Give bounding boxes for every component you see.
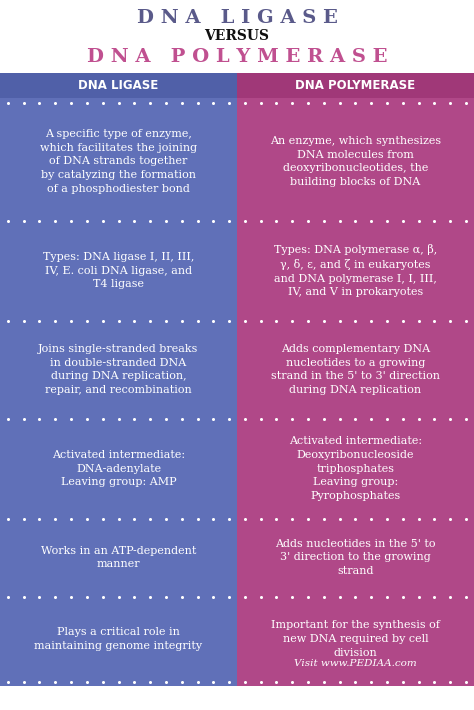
Text: Types: DNA ligase I, II, III,
IV, E. coli DNA ligase, and
T4 ligase: Types: DNA ligase I, II, III, IV, E. col… bbox=[43, 252, 194, 289]
Bar bbox=[0, 73, 237, 98]
Bar bbox=[237, 601, 474, 677]
Text: D N A   P O L Y M E R A S E: D N A P O L Y M E R A S E bbox=[87, 48, 387, 66]
Text: Joins single-stranded breaks
in double-stranded DNA
during DNA replication,
repa: Joins single-stranded breaks in double-s… bbox=[38, 344, 199, 395]
Text: Adds nucleotides in the 5' to
3' direction to the growing
strand: Adds nucleotides in the 5' to 3' directi… bbox=[275, 539, 436, 576]
Bar bbox=[237, 73, 474, 98]
Bar bbox=[0, 523, 237, 592]
Text: Visit www.PEDIAA.com: Visit www.PEDIAA.com bbox=[294, 658, 417, 667]
Bar bbox=[237, 316, 474, 325]
Text: Plays a critical role in
maintaining genome integrity: Plays a critical role in maintaining gen… bbox=[35, 627, 202, 651]
Bar bbox=[237, 98, 474, 107]
Bar bbox=[0, 325, 237, 414]
Bar bbox=[237, 225, 474, 316]
Text: DNA LIGASE: DNA LIGASE bbox=[78, 79, 159, 92]
Text: DNA POLYMERASE: DNA POLYMERASE bbox=[295, 79, 416, 92]
Bar bbox=[0, 423, 237, 514]
Bar bbox=[237, 414, 474, 423]
Text: Types: DNA polymerase α, β,
γ, δ, ε, and ζ in eukaryotes
and DNA polymerase I, I: Types: DNA polymerase α, β, γ, δ, ε, and… bbox=[274, 244, 437, 297]
Bar bbox=[0, 677, 237, 686]
Bar bbox=[237, 325, 474, 414]
Bar bbox=[237, 107, 474, 216]
Bar bbox=[0, 601, 237, 677]
Bar bbox=[0, 414, 237, 423]
Bar bbox=[0, 592, 237, 601]
Text: An enzyme, which synthesizes
DNA molecules from
deoxyribonucleotides, the
buildi: An enzyme, which synthesizes DNA molecul… bbox=[270, 136, 441, 187]
Bar bbox=[237, 216, 474, 225]
Text: Adds complementary DNA
nucleotides to a growing
strand in the 5' to 3' direction: Adds complementary DNA nucleotides to a … bbox=[271, 344, 440, 395]
Bar bbox=[0, 514, 237, 523]
Bar bbox=[237, 423, 474, 514]
Bar bbox=[237, 677, 474, 686]
Text: Activated intermediate:
Deoxyribonucleoside
triphosphates
Leaving group:
Pyropho: Activated intermediate: Deoxyribonucleos… bbox=[289, 437, 422, 501]
Bar bbox=[0, 107, 237, 216]
Bar bbox=[237, 514, 474, 523]
Text: Important for the synthesis of
new DNA required by cell
division: Important for the synthesis of new DNA r… bbox=[271, 621, 440, 657]
Text: VERSUS: VERSUS bbox=[204, 29, 270, 43]
Text: Activated intermediate:
DNA-adenylate
Leaving group: AMP: Activated intermediate: DNA-adenylate Le… bbox=[52, 450, 185, 487]
Bar bbox=[0, 98, 237, 107]
Text: A specific type of enzyme,
which facilitates the joining
of DNA strands together: A specific type of enzyme, which facilit… bbox=[40, 129, 197, 194]
Bar bbox=[237, 523, 474, 592]
Bar bbox=[0, 216, 237, 225]
Text: Works in an ATP-dependent
manner: Works in an ATP-dependent manner bbox=[41, 546, 196, 569]
Bar bbox=[0, 225, 237, 316]
Bar bbox=[237, 592, 474, 601]
Bar bbox=[0, 316, 237, 325]
Text: D N A   L I G A S E: D N A L I G A S E bbox=[137, 9, 337, 27]
